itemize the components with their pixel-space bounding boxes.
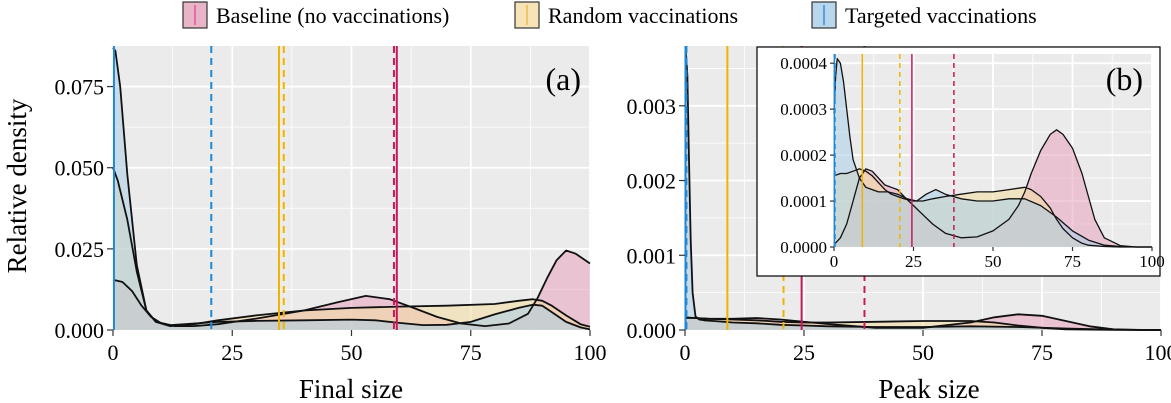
a-x-tick-label: 0: [108, 340, 119, 365]
inset-density-line-targeted: [833, 57, 1152, 248]
inset-x-tick-label: 0: [830, 252, 839, 271]
panel-a-tag: (a): [545, 61, 581, 97]
a-x-tick-label: 25: [221, 340, 243, 365]
inset-y-tick-label: 0.0000: [780, 238, 827, 257]
a-x-tick-label: 75: [460, 340, 482, 365]
panel-a: 0 25 50 75 100 0.000 0.025 0.050 0.075 (a) Final s…: [55, 46, 607, 403]
b-x-tick-label: 75: [1031, 340, 1053, 365]
inset-y-tick-label: 0.0004: [780, 54, 827, 73]
inset-x-tick-label: 50: [985, 252, 1002, 271]
inset-density-line-random: [833, 168, 1152, 248]
panel-b-tag: (b): [1106, 61, 1143, 97]
b-x-tick-label: 50: [912, 340, 934, 365]
b-y-tick-label: 0.003: [627, 94, 677, 119]
b-x-tick-label: 0: [680, 340, 691, 365]
y-axis-title: Relative density: [2, 98, 32, 273]
legend-label-2: Targeted vaccinations: [845, 3, 1037, 28]
panel-b-x-title: Peak size: [878, 374, 979, 403]
panel-b-inset: 0 25 50 75 100 0.0000 0.0001 0.0002 0.0003 0.0004: [756, 46, 1165, 277]
b-y-tick-label: 0.000: [627, 318, 677, 343]
panel-a-x-title: Final size: [299, 374, 403, 403]
b-density-line-targeted: [685, 52, 1162, 331]
inset-y-tick-label: 0.0002: [780, 146, 827, 165]
a-x-tick-label: 100: [574, 340, 607, 365]
panel-b: 0 25 50 75 100 0.000 0.001 0.002 0.003 Peak size 0…: [627, 46, 1171, 403]
inset-y-tick-label: 0.0001: [780, 192, 827, 211]
a-y-tick-label: 0.075: [55, 75, 105, 100]
a-density-line-targeted: [112, 47, 591, 331]
inset-area-targeted: [834, 58, 1152, 247]
b-x-tick-label: 25: [793, 340, 815, 365]
b-y-tick-label: 0.001: [627, 243, 677, 268]
a-y-tick-label: 0.025: [55, 237, 105, 262]
a-y-tick-label: 0.050: [55, 156, 105, 181]
inset-density-line-baseline: [833, 129, 1152, 248]
legend-label-0: Baseline (no vaccinations): [216, 3, 449, 28]
inset-x-tick-label: 100: [1139, 252, 1165, 271]
legend: Baseline (no vaccinations) Random vaccina…: [182, 1, 1037, 29]
inset-x-tick-label: 75: [1064, 252, 1081, 271]
inset-x-tick-label: 25: [905, 252, 922, 271]
b-x-tick-label: 100: [1145, 340, 1171, 365]
a-y-tick-label: 0.000: [55, 318, 105, 343]
b-y-tick-label: 0.002: [627, 169, 677, 194]
inset-y-tick-label: 0.0003: [780, 100, 827, 119]
legend-label-1: Random vaccinations: [548, 3, 738, 28]
a-x-tick-label: 50: [341, 340, 363, 365]
